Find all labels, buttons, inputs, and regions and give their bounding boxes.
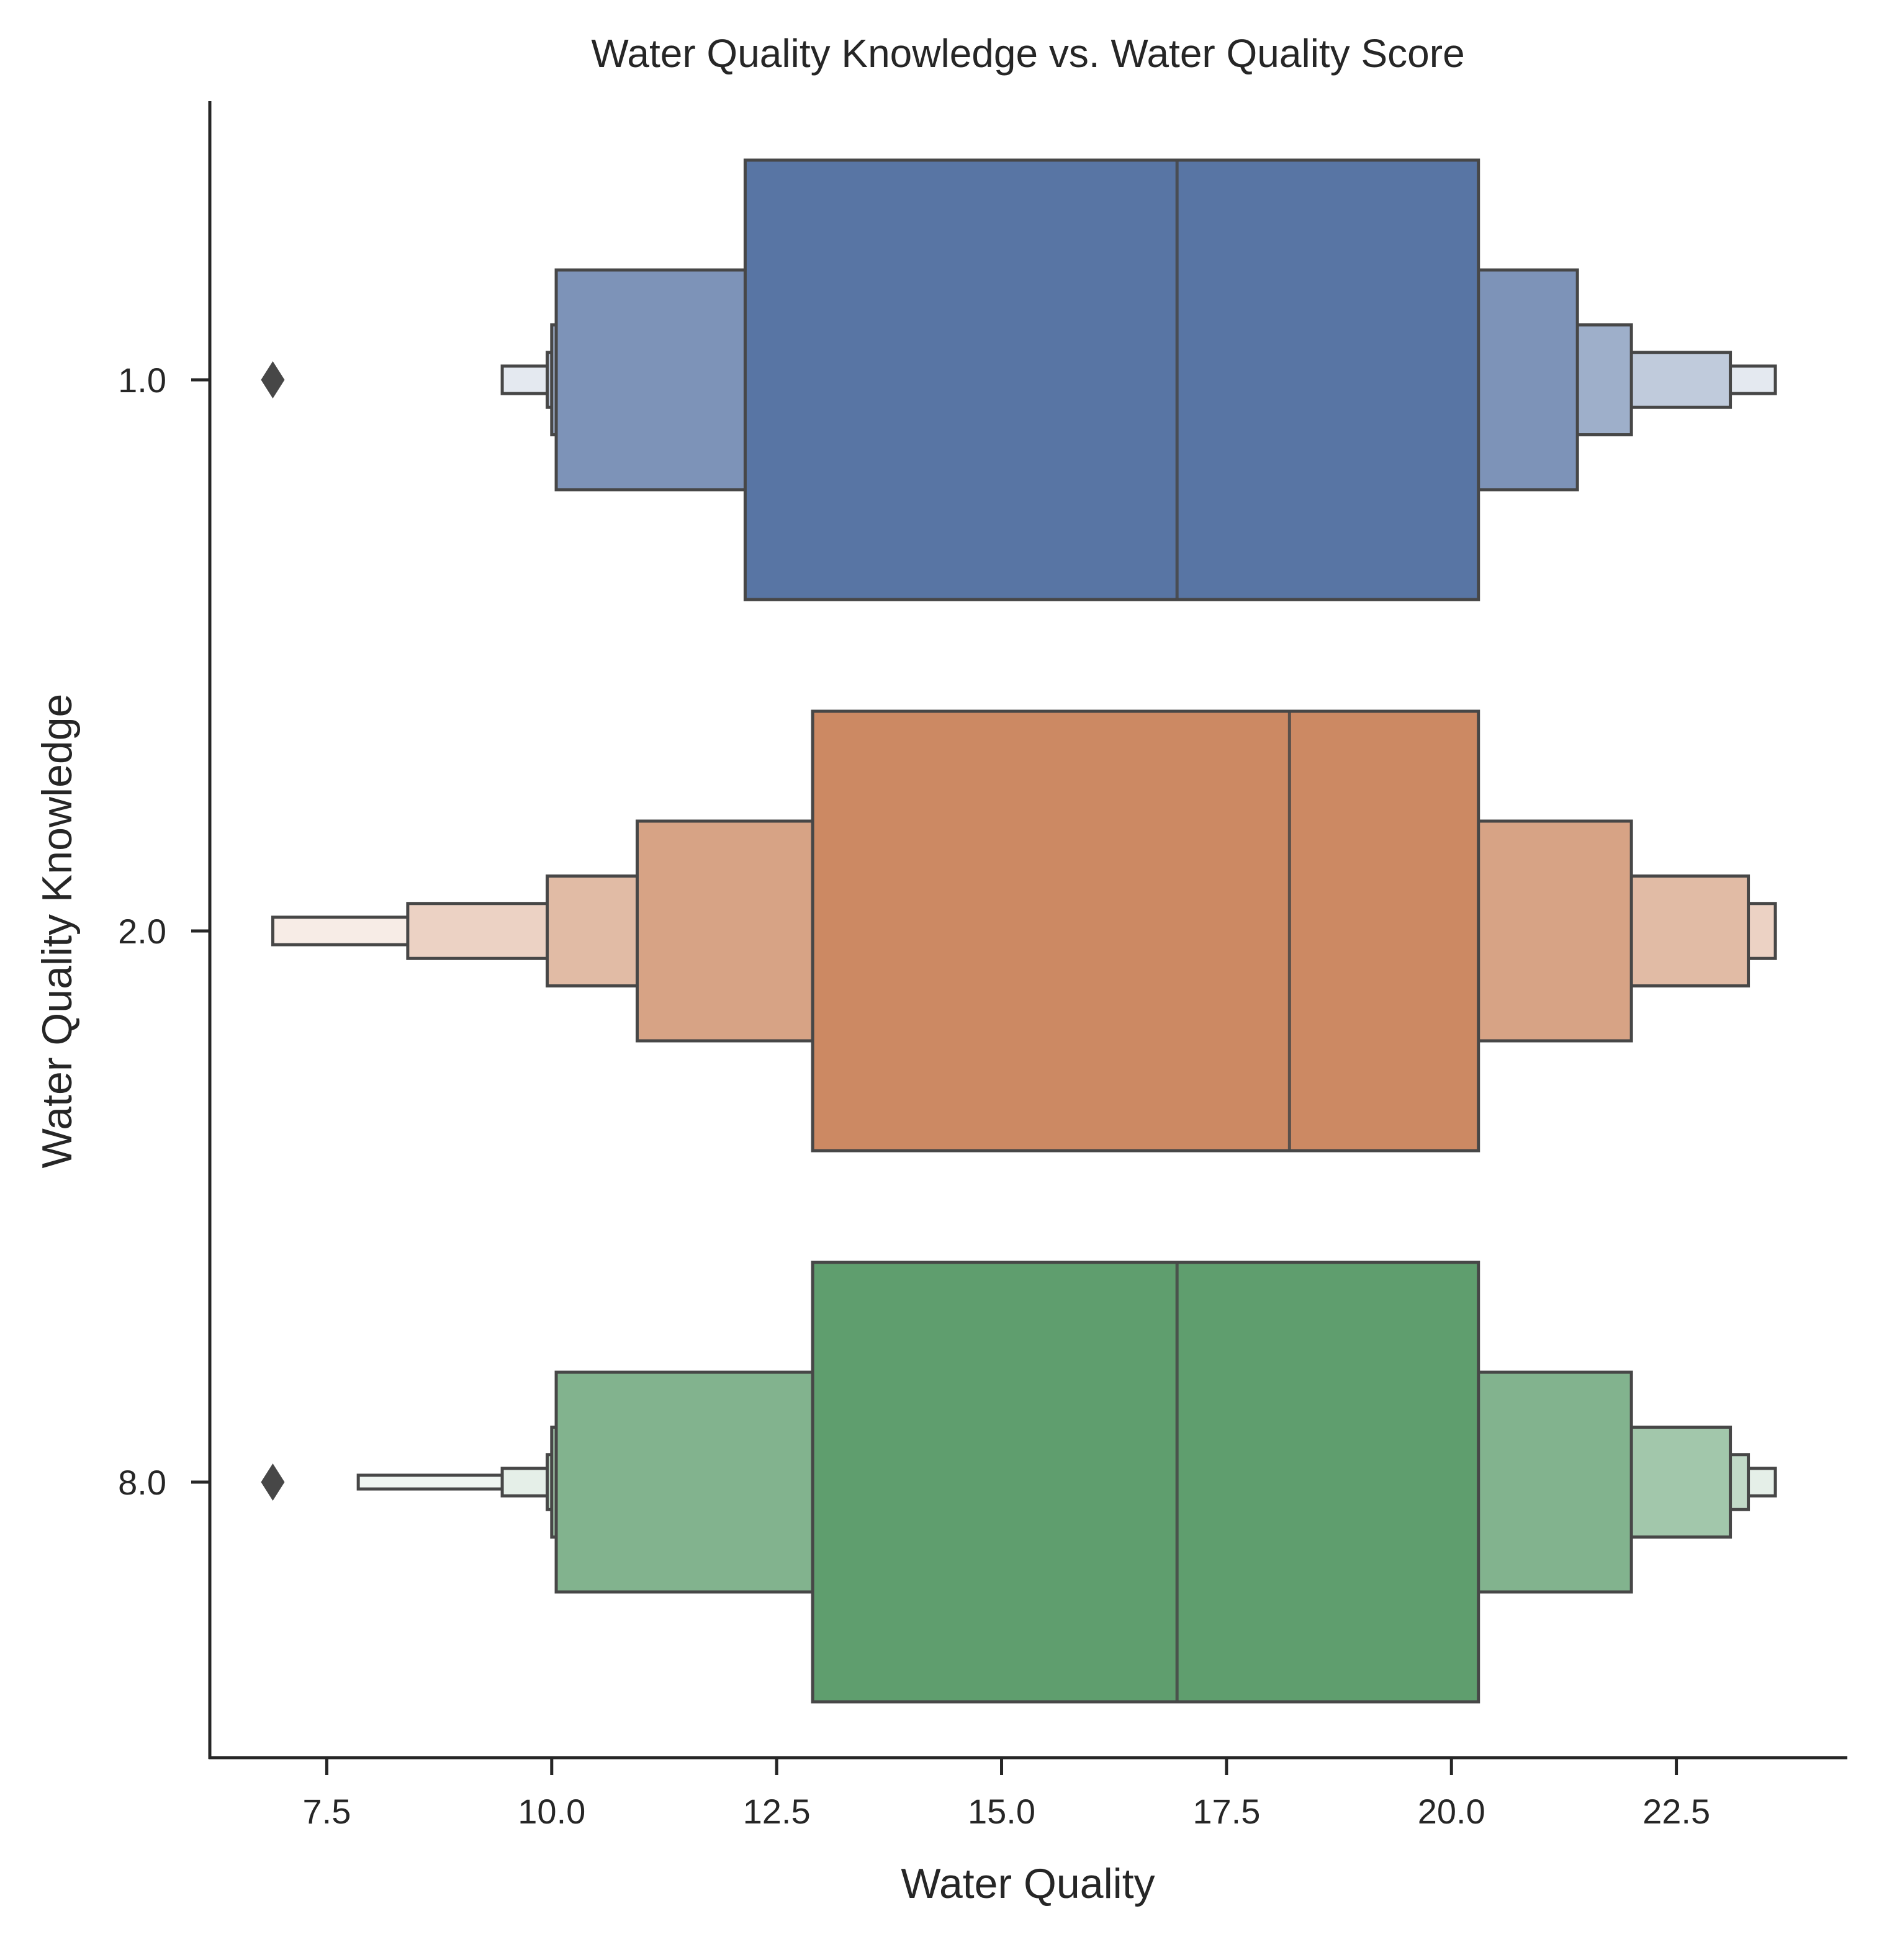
y-tick-label: 2.0 <box>118 912 166 951</box>
x-tick-label: 20.0 <box>1418 1792 1485 1831</box>
x-tick-label: 12.5 <box>743 1792 811 1831</box>
x-tick-label: 15.0 <box>968 1792 1035 1831</box>
y-axis-label: Water Quality Knowledge <box>34 694 81 1169</box>
boxen-box-8.0-level-1 <box>811 1261 1480 1704</box>
outlier-marker-8.0-1 <box>261 1463 285 1501</box>
boxen-group-8.0 <box>261 1261 1777 1704</box>
boxen-layer <box>261 158 1777 1704</box>
x-tick-label: 7.5 <box>302 1792 351 1831</box>
y-tick-label: 1.0 <box>118 361 166 400</box>
x-axis-label: Water Quality <box>901 1860 1155 1907</box>
chart-title: Water Quality Knowledge vs. Water Qualit… <box>591 31 1464 76</box>
boxen-box-1.0-level-1 <box>743 158 1480 601</box>
boxen-box-2.0-level-1 <box>811 709 1480 1153</box>
x-axis-ticks: 7.5 10.0 12.5 15.0 17.5 20.0 22.5 <box>302 1758 1710 1831</box>
x-tick-label: 17.5 <box>1192 1792 1260 1831</box>
boxen-group-2.0 <box>271 709 1777 1153</box>
x-tick-label: 22.5 <box>1642 1792 1710 1831</box>
y-axis-ticks: 1.0 2.0 8.0 <box>118 361 210 1502</box>
boxen-group-1.0 <box>261 158 1777 601</box>
outlier-marker-1.0-1 <box>261 361 285 398</box>
x-tick-label: 10.0 <box>518 1792 585 1831</box>
y-tick-label: 8.0 <box>118 1463 166 1502</box>
